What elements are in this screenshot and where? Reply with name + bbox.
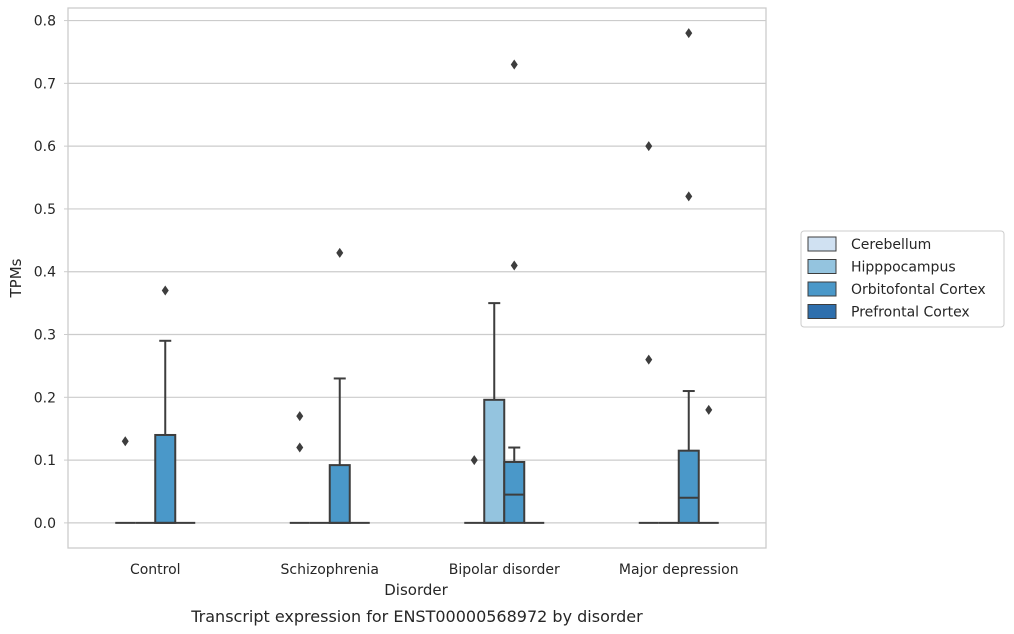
outlier-point xyxy=(121,436,129,447)
y-tick-label: 0.7 xyxy=(34,76,56,92)
y-tick-label: 0.2 xyxy=(34,390,56,406)
box xyxy=(503,460,526,524)
legend: Cerebellum Hipppocampus Orbitofontal Corte… xyxy=(800,230,1005,328)
outlier-point xyxy=(470,455,478,466)
x-tick-label: Control xyxy=(130,562,181,578)
outlier-point xyxy=(645,141,653,152)
box xyxy=(328,464,351,524)
x-tick-label: Major depression xyxy=(619,562,739,578)
outlier-point xyxy=(705,404,713,415)
y-tick-label: 0.5 xyxy=(34,202,56,218)
legend-frame xyxy=(800,230,1005,328)
y-axis-ticks: 0.0 0.1 0.2 0.3 0.4 0.5 0.6 0.7 0.8 xyxy=(34,14,68,532)
y-tick-label: 0.6 xyxy=(34,139,56,155)
outlier-point xyxy=(510,260,518,271)
legend-entry-label: Cerebellum xyxy=(851,237,931,253)
legend-entry-label: Orbitofontal Cortex xyxy=(851,282,986,298)
y-tick-label: 0.3 xyxy=(34,328,56,344)
outlier-point xyxy=(296,442,304,453)
outlier-point xyxy=(510,59,518,70)
figure-caption: Transcript expression for ENST0000056897… xyxy=(190,607,643,626)
y-axis-label: TPMs xyxy=(7,258,25,298)
y-tick-label: 0.1 xyxy=(34,453,56,469)
outlier-point xyxy=(296,411,304,422)
box-group xyxy=(677,390,700,524)
box xyxy=(154,433,177,524)
legend-entry-label: Prefrontal Cortex xyxy=(851,305,970,321)
y-tick-label: 0.0 xyxy=(34,516,56,532)
x-axis-ticks: Control Schizophrenia Bipolar disorder Majo… xyxy=(130,562,739,578)
box-group xyxy=(154,339,177,524)
outlier-points xyxy=(121,28,713,466)
y-tick-label: 0.4 xyxy=(34,265,56,281)
box-group xyxy=(328,377,351,524)
plot-area-frame xyxy=(67,7,767,549)
box-plots xyxy=(115,302,719,524)
legend-swatch xyxy=(807,304,837,319)
legend-swatch xyxy=(807,281,837,297)
outlier-point xyxy=(685,191,693,202)
box xyxy=(483,398,506,524)
outlier-point xyxy=(336,247,344,258)
box-group xyxy=(503,446,526,524)
legend-swatch xyxy=(807,236,837,252)
y-tick-label: 0.8 xyxy=(34,14,56,30)
legend-entry-label: Hipppocampus xyxy=(851,260,956,276)
x-tick-label: Schizophrenia xyxy=(281,562,379,578)
outlier-point xyxy=(645,354,653,365)
outlier-point xyxy=(161,285,169,296)
legend-swatch xyxy=(807,259,837,274)
box xyxy=(677,449,700,524)
x-axis-label: Disorder xyxy=(384,581,448,599)
outlier-point xyxy=(685,28,693,39)
x-tick-label: Bipolar disorder xyxy=(449,562,560,578)
